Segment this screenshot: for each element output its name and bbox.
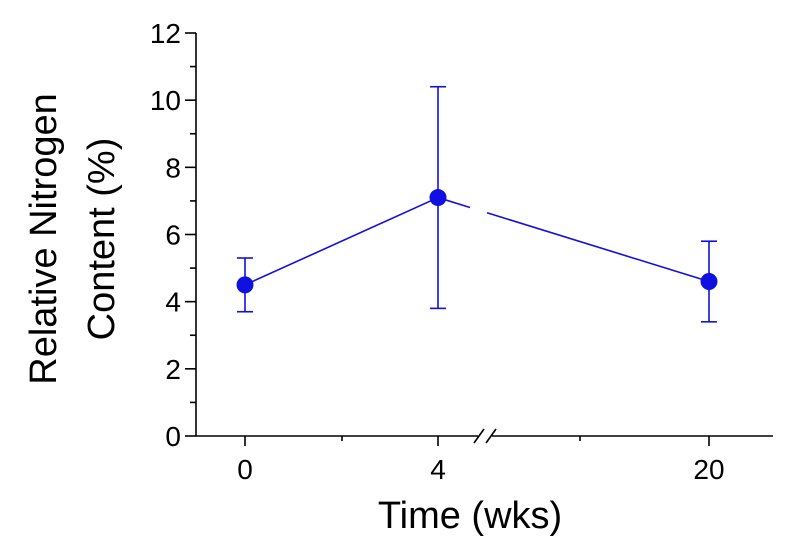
x-axis: 0 4 20 [196,428,773,485]
series-line-segment [244,196,439,286]
y-axis: 0 2 4 6 8 10 12 [150,18,197,452]
y-axis-title-line-2: Content (%) [81,138,123,341]
y-ticks: 0 2 4 6 8 10 12 [150,18,196,452]
y-tick-label: 4 [165,287,181,318]
data-point [236,276,254,294]
x-tick-label: 20 [693,454,724,485]
series-line-segment [486,211,710,283]
data-point [429,189,447,207]
x-ticks: 0 4 20 [237,436,725,485]
y-axis-title: Relative Nitrogen Content (%) [23,93,123,384]
x-tick-label: 0 [237,454,253,485]
x-tick-label: 4 [430,454,446,485]
y-tick-label: 12 [150,18,181,49]
x-axis-break-mark [485,428,497,444]
y-axis-title-line-1: Relative Nitrogen [23,93,65,384]
series-layer [236,85,718,323]
x-axis-title: Time (wks) [378,495,562,537]
y-tick-label: 10 [150,85,181,116]
y-tick-label: 2 [165,354,181,385]
y-tick-label: 8 [165,152,181,183]
y-tick-label: 0 [165,421,181,452]
data-point [700,273,718,291]
y-tick-label: 6 [165,220,181,251]
x-axis-break-mark [473,428,485,444]
